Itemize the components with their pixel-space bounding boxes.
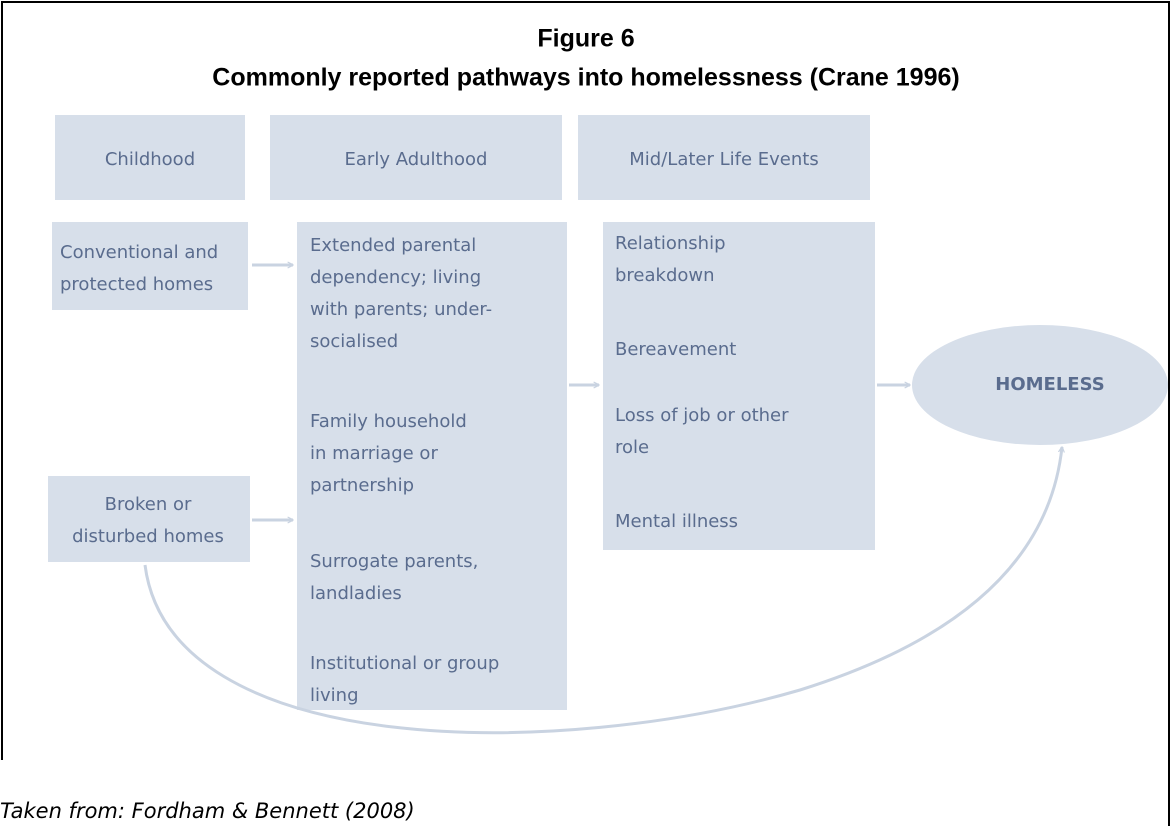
stage-box — [297, 222, 567, 710]
stage-box — [48, 476, 250, 562]
early-adulthood-item: with parents; under- — [310, 299, 492, 320]
mid-later-item: Relationship — [615, 233, 726, 254]
outcome-ellipse — [912, 325, 1168, 445]
stage-box — [603, 222, 875, 550]
childhood-item: Conventional and — [60, 242, 218, 263]
source: Taken from: Fordham & Bennett (2008) — [0, 799, 415, 823]
childhood-item: Broken or — [105, 494, 192, 515]
early-adulthood-item: in marriage or — [310, 443, 438, 464]
header-box — [578, 115, 870, 200]
figure-title: Figure 6 — [537, 25, 634, 53]
early-adulthood-item: Family household — [310, 411, 467, 432]
early-adulthood-item: partnership — [310, 475, 414, 496]
column-header: Early Adulthood — [345, 149, 488, 170]
column-header: Mid/Later Life Events — [629, 149, 818, 170]
arrows — [143, 265, 1062, 735]
early-adulthood-item: Institutional or group — [310, 653, 499, 674]
figure-subtitle: Commonly reported pathways into homeless… — [212, 64, 959, 92]
early-adulthood-item: Surrogate parents, — [310, 551, 478, 572]
mid-later-item: breakdown — [615, 265, 715, 286]
childhood-item: protected homes — [60, 274, 213, 295]
early-adulthood-item: socialised — [310, 331, 398, 352]
bypass-arrow — [143, 447, 1062, 735]
early-adulthood-item: landladies — [310, 583, 402, 604]
mid-later-item: Mental illness — [615, 511, 738, 532]
column-header: Childhood — [105, 149, 195, 170]
mid-later-item: role — [615, 437, 649, 458]
header-box — [270, 115, 562, 200]
early-adulthood-item: dependency; living — [310, 267, 481, 288]
early-adulthood-item: Extended parental — [310, 235, 476, 256]
outcome-label: HOMELESS — [995, 374, 1104, 395]
childhood-item: disturbed homes — [72, 526, 224, 547]
mid-later-item: Bereavement — [615, 339, 736, 360]
stage-box — [52, 222, 248, 310]
mid-later-item: Loss of job or other — [615, 405, 789, 426]
boxes — [48, 115, 1168, 710]
early-adulthood-item: living — [310, 685, 359, 706]
header-box — [55, 115, 245, 200]
